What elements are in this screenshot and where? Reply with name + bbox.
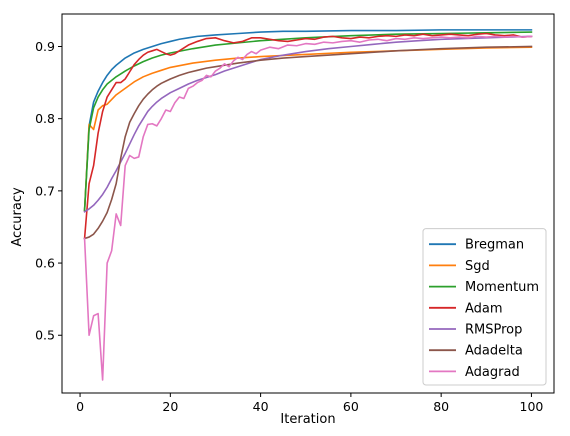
legend-label-adadelta: Adadelta xyxy=(465,344,523,359)
legend-label-rmsprop: RMSProp xyxy=(465,323,522,338)
y-tick-label: 0.5 xyxy=(35,328,55,343)
x-tick-label: 40 xyxy=(253,399,269,414)
series-line-adagrad xyxy=(83,35,533,381)
series-line-bregman xyxy=(83,29,533,212)
legend: Bregman Sgd Momentum Adam RMSProp Adadelta Ada… xyxy=(422,228,547,386)
y-axis-label: Accuracy xyxy=(10,187,25,247)
y-tick-label: 0.7 xyxy=(35,183,55,198)
x-tick-label: 20 xyxy=(162,399,178,414)
plot-lines xyxy=(83,29,533,381)
y-tick-label: 0.8 xyxy=(35,111,55,126)
series-line-sgd xyxy=(83,46,533,212)
x-tick-label: 100 xyxy=(520,399,544,414)
x-tick-label: 60 xyxy=(343,399,359,414)
series-line-rmsprop xyxy=(83,35,533,213)
axes-frame xyxy=(61,13,555,394)
legend-label-sgd: Sgd xyxy=(465,259,490,274)
x-axis-ticks: 0 20 40 60 80 100 xyxy=(76,393,543,414)
legend-label-momentum: Momentum xyxy=(465,280,539,295)
series-line-adadelta xyxy=(83,45,533,240)
legend-label-bregman: Bregman xyxy=(465,238,524,253)
series-line-momentum xyxy=(83,31,533,212)
plot-area-border xyxy=(61,13,555,394)
legend-label-adam: Adam xyxy=(465,301,503,316)
x-axis-label: Iteration xyxy=(280,412,335,427)
series-line-adam xyxy=(83,32,533,240)
legend-label-adagrad: Adagrad xyxy=(465,365,520,380)
y-axis-ticks: 0.5 0.6 0.7 0.8 0.9 xyxy=(35,39,62,343)
x-tick-label: 0 xyxy=(76,399,84,414)
legend-box xyxy=(422,228,547,386)
x-tick-label: 80 xyxy=(433,399,449,414)
y-tick-label: 0.6 xyxy=(35,256,55,271)
y-tick-label: 0.9 xyxy=(35,39,55,54)
